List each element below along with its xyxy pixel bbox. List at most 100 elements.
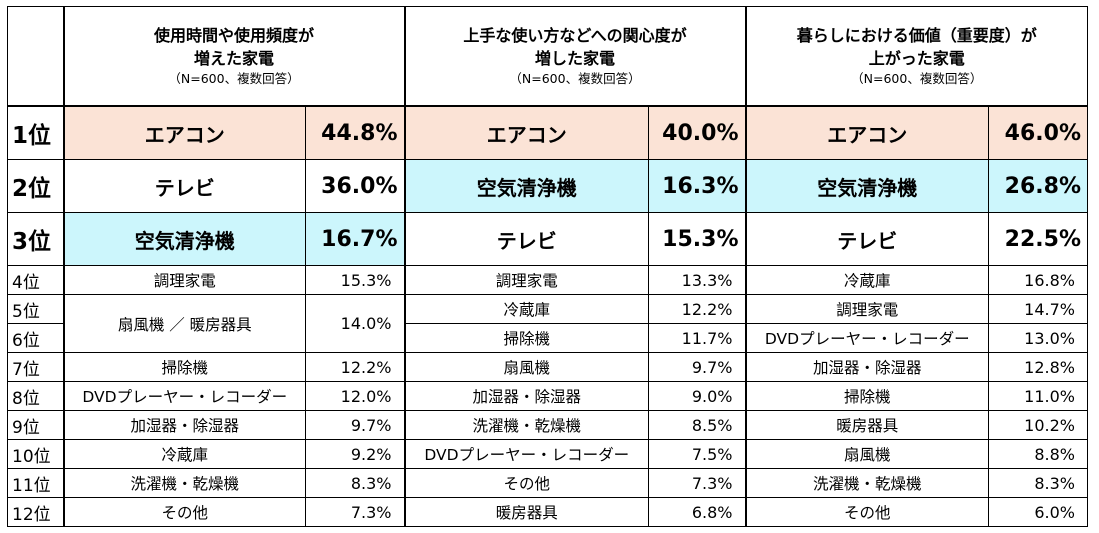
corner-cell	[7, 6, 64, 107]
header-usage: 使用時間や使用頻度が 増えた家電 （N=600、複数回答）	[62, 6, 405, 107]
item-cell: 空気清浄機	[62, 212, 306, 266]
header-note: （N=600、複数回答）	[851, 71, 983, 86]
item-cell: DVDプレーヤー・レコーダー	[744, 323, 989, 353]
header-note: （N=600、複数回答）	[509, 71, 641, 86]
rank-cell: 10位	[7, 439, 64, 469]
item-cell: その他	[744, 497, 989, 527]
item-cell: 掃除機	[62, 352, 306, 382]
rank-cell: 5位	[7, 294, 64, 324]
rank-cell: 8位	[7, 381, 64, 411]
item-cell: 冷蔵庫	[62, 439, 306, 469]
item-cell: テレビ	[403, 212, 649, 266]
pct-cell: 9.2%	[305, 439, 405, 469]
pct-cell: 7.3%	[305, 497, 405, 527]
item-cell: その他	[403, 468, 649, 498]
item-cell: DVDプレーヤー・レコーダー	[62, 381, 306, 411]
table-row-rank-3: 3位 空気清浄機 16.7% テレビ 15.3% テレビ 22.5%	[7, 212, 1088, 266]
item-cell: 掃除機	[403, 323, 649, 353]
item-cell: 扇風機	[744, 439, 989, 469]
table-row-rank-5: 5位 扇風機 ／ 暖房器具 14.0% 冷蔵庫 12.2% 調理家電 14.7%	[7, 294, 1088, 353]
pct-cell: 15.3%	[305, 265, 405, 295]
rank-cell: 1位	[7, 105, 64, 160]
pct-cell: 9.0%	[648, 381, 746, 411]
pct-cell: 9.7%	[305, 410, 405, 440]
item-cell: 空気清浄機	[403, 159, 649, 213]
rank-cell: 4位	[7, 265, 64, 295]
item-cell: その他	[62, 497, 306, 527]
item-cell: 加湿器・除湿器	[403, 381, 649, 411]
pct-cell: 6.0%	[988, 497, 1088, 527]
header-interest: 上手な使い方などへの関心度が 増した家電 （N=600、複数回答）	[403, 6, 746, 107]
pct-cell: 44.8%	[305, 105, 405, 160]
pct-cell: 8.8%	[988, 439, 1088, 469]
item-cell: 調理家電	[744, 294, 989, 324]
item-cell: 加湿器・除湿器	[744, 352, 989, 382]
item-cell: 暖房器具	[403, 497, 649, 527]
rank-cell: 6位	[7, 323, 64, 353]
header-title-line1: 上手な使い方などへの関心度が	[463, 26, 687, 45]
pct-cell: 22.5%	[988, 212, 1088, 266]
rank-cell: 3位	[7, 212, 64, 266]
item-cell: エアコン	[744, 105, 989, 160]
table-row-rank-12: 12位 その他 7.3% 暖房器具 6.8% その他 6.0%	[7, 497, 1088, 527]
table-row-rank-6: 6位 掃除機 11.7% DVDプレーヤー・レコーダー 13.0%	[7, 323, 1088, 353]
header-note: （N=600、複数回答）	[168, 71, 300, 86]
header-row: 使用時間や使用頻度が 増えた家電 （N=600、複数回答） 上手な使い方などへの関…	[7, 6, 1088, 107]
header-title-line2: 上がった家電	[868, 49, 965, 68]
pct-cell: 16.7%	[305, 212, 405, 266]
item-cell: 洗濯機・乾燥機	[403, 410, 649, 440]
pct-cell: 6.8%	[648, 497, 746, 527]
pct-cell-merged: 14.0%	[305, 294, 405, 353]
item-cell: 洗濯機・乾燥機	[744, 468, 989, 498]
pct-cell: 12.2%	[305, 352, 405, 382]
table-row-rank-2: 2位 テレビ 36.0% 空気清浄機 16.3% 空気清浄機 26.8%	[7, 159, 1088, 213]
rank-cell: 2位	[7, 159, 64, 213]
header-value: 暮らしにおける価値（重要度）が 上がった家電 （N=600、複数回答）	[744, 6, 1088, 107]
table-row-rank-8: 8位 DVDプレーヤー・レコーダー 12.0% 加湿器・除湿器 9.0% 掃除機…	[7, 381, 1088, 411]
pct-cell: 9.7%	[648, 352, 746, 382]
header-title-line1: 使用時間や使用頻度が	[153, 26, 314, 45]
item-cell-merged: 扇風機 ／ 暖房器具	[62, 294, 306, 353]
item-cell: テレビ	[62, 159, 306, 213]
table-row-rank-4: 4位 調理家電 15.3% 調理家電 13.3% 冷蔵庫 16.8%	[7, 265, 1088, 295]
item-cell: 冷蔵庫	[744, 265, 989, 295]
header-title-line1: 暮らしにおける価値（重要度）が	[796, 26, 1037, 45]
pct-cell: 14.7%	[988, 294, 1088, 324]
pct-cell: 7.5%	[648, 439, 746, 469]
pct-cell: 8.3%	[305, 468, 405, 498]
rank-cell: 12位	[7, 497, 64, 527]
pct-cell: 8.5%	[648, 410, 746, 440]
item-cell: 暖房器具	[744, 410, 989, 440]
pct-cell: 8.3%	[988, 468, 1088, 498]
item-cell: 掃除機	[744, 381, 989, 411]
table-row-rank-10: 10位 冷蔵庫 9.2% DVDプレーヤー・レコーダー 7.5% 扇風機 8.8…	[7, 439, 1088, 469]
rank-cell: 7位	[7, 352, 64, 382]
item-cell: エアコン	[62, 105, 306, 160]
pct-cell: 36.0%	[305, 159, 405, 213]
table-row-rank-7: 7位 掃除機 12.2% 扇風機 9.7% 加湿器・除湿器 12.8%	[7, 352, 1088, 382]
item-cell: エアコン	[403, 105, 649, 160]
item-cell: 冷蔵庫	[403, 294, 649, 324]
rank-cell: 9位	[7, 410, 64, 440]
pct-cell: 40.0%	[648, 105, 746, 160]
pct-cell: 12.2%	[648, 294, 746, 324]
pct-cell: 13.0%	[988, 323, 1088, 353]
table-row-rank-11: 11位 洗濯機・乾燥機 8.3% その他 7.3% 洗濯機・乾燥機 8.3%	[7, 468, 1088, 498]
item-cell: 調理家電	[403, 265, 649, 295]
pct-cell: 11.7%	[648, 323, 746, 353]
pct-cell: 26.8%	[988, 159, 1088, 213]
header-title-line2: 増した家電	[534, 49, 615, 68]
pct-cell: 10.2%	[988, 410, 1088, 440]
item-cell: 扇風機	[403, 352, 649, 382]
ranking-table: 使用時間や使用頻度が 増えた家電 （N=600、複数回答） 上手な使い方などへの関…	[7, 6, 1088, 527]
pct-cell: 16.3%	[648, 159, 746, 213]
item-cell: 加湿器・除湿器	[62, 410, 306, 440]
pct-cell: 12.0%	[305, 381, 405, 411]
pct-cell: 13.3%	[648, 265, 746, 295]
item-cell: 洗濯機・乾燥機	[62, 468, 306, 498]
pct-cell: 7.3%	[648, 468, 746, 498]
pct-cell: 15.3%	[648, 212, 746, 266]
item-cell: 空気清浄機	[744, 159, 989, 213]
rank-cell: 11位	[7, 468, 64, 498]
pct-cell: 16.8%	[988, 265, 1088, 295]
